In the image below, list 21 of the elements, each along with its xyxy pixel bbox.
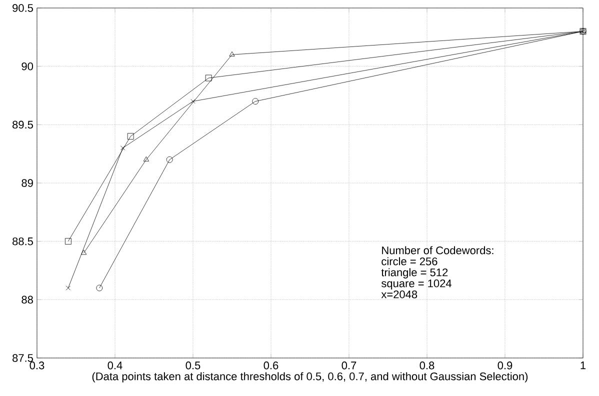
y-tick-label: 90 [22, 62, 34, 70]
annotation: triangle = 512 [381, 268, 448, 278]
annotation: Number of Codewords: [382, 246, 494, 254]
y-tick-label: 88 [22, 296, 33, 304]
x-tick-label: 1 [580, 362, 586, 370]
x-tick-label: 0.6 [264, 362, 278, 370]
annotation: square = 1024 [382, 280, 452, 290]
x-axis-title: (Data points taken at distance thresholds of 0.5, 0.6, 0.7, and without Gaussian Selection) [92, 372, 528, 382]
y-tick-label: 88.5 [12, 237, 33, 246]
y-tick-label: 87.5 [12, 354, 33, 362]
annotation: circle = 256 [382, 257, 438, 266]
x-tick-label: 0.8 [420, 362, 434, 370]
x-tick-label: 0.3 [30, 362, 44, 370]
y-tick-label: 89.5 [12, 120, 33, 129]
x-tick-label: 0.7 [342, 362, 356, 370]
x-tick-label: 0.9 [498, 362, 512, 370]
y-tick-label: 90.5 [12, 4, 33, 12]
x-tick-label: 0.4 [108, 362, 122, 370]
annotation: x=2048 [381, 290, 418, 298]
x-tick-label: 0.5 [186, 362, 200, 370]
y-tick-label: 89 [22, 179, 33, 187]
